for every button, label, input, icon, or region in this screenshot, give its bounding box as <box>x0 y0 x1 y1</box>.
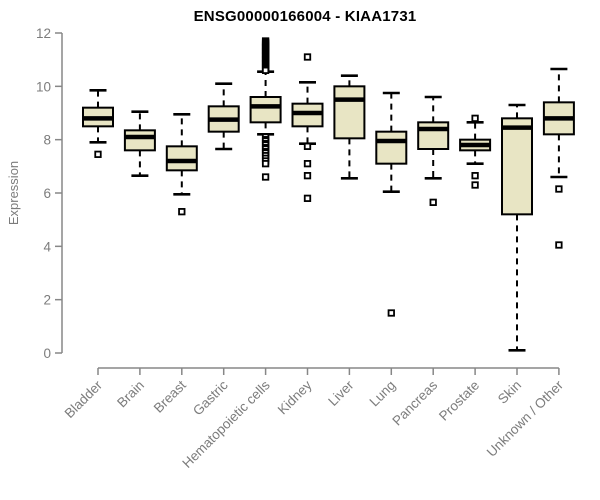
chart-title: ENSG00000166004 - KIAA1731 <box>193 8 417 25</box>
category-label: Kidney <box>275 377 315 417</box>
y-tick-label: 2 <box>43 293 51 308</box>
box-iqr <box>375 130 408 165</box>
outlier-point <box>303 160 312 168</box>
y-tick-label: 4 <box>43 239 51 254</box>
category-label: Pancreas <box>389 377 440 428</box>
outlier-point <box>261 160 270 168</box>
box-iqr <box>333 85 366 140</box>
category-label: Skin <box>495 378 524 407</box>
outlier-point <box>471 172 479 180</box>
box-iqr <box>165 145 198 172</box>
outlier-point <box>303 172 312 180</box>
category-label: Lung <box>367 378 399 410</box>
category-label: Unknown / Other <box>484 377 567 460</box>
outlier-point <box>387 309 395 317</box>
outlier-point <box>261 66 270 74</box>
outlier-point <box>303 53 312 61</box>
box-iqr <box>123 129 156 152</box>
outlier-point <box>303 194 312 202</box>
box-iqr <box>501 117 533 216</box>
outlier-point <box>429 198 437 206</box>
category-label: Breast <box>151 377 189 415</box>
outlier-point <box>94 150 102 158</box>
y-tick-label: 8 <box>43 133 51 148</box>
outlier-point <box>178 208 186 216</box>
outlier-point <box>261 173 270 181</box>
category-label: Prostate <box>436 378 482 424</box>
category-label: Gastric <box>190 377 231 418</box>
y-tick-label: 12 <box>36 26 51 41</box>
outlier-point <box>303 142 312 150</box>
y-tick-label: 6 <box>43 186 51 201</box>
box-iqr <box>417 121 450 151</box>
category-label: Bladder <box>62 377 106 421</box>
outlier-point <box>555 241 563 249</box>
y-tick-label: 10 <box>36 79 51 94</box>
y-tick-label: 0 <box>43 346 51 361</box>
outlier-point <box>471 114 479 122</box>
box-iqr <box>249 96 282 124</box>
category-label: Liver <box>325 377 357 409</box>
outlier-point <box>471 181 479 189</box>
outlier-point <box>555 185 563 193</box>
category-label: Brain <box>114 378 147 411</box>
